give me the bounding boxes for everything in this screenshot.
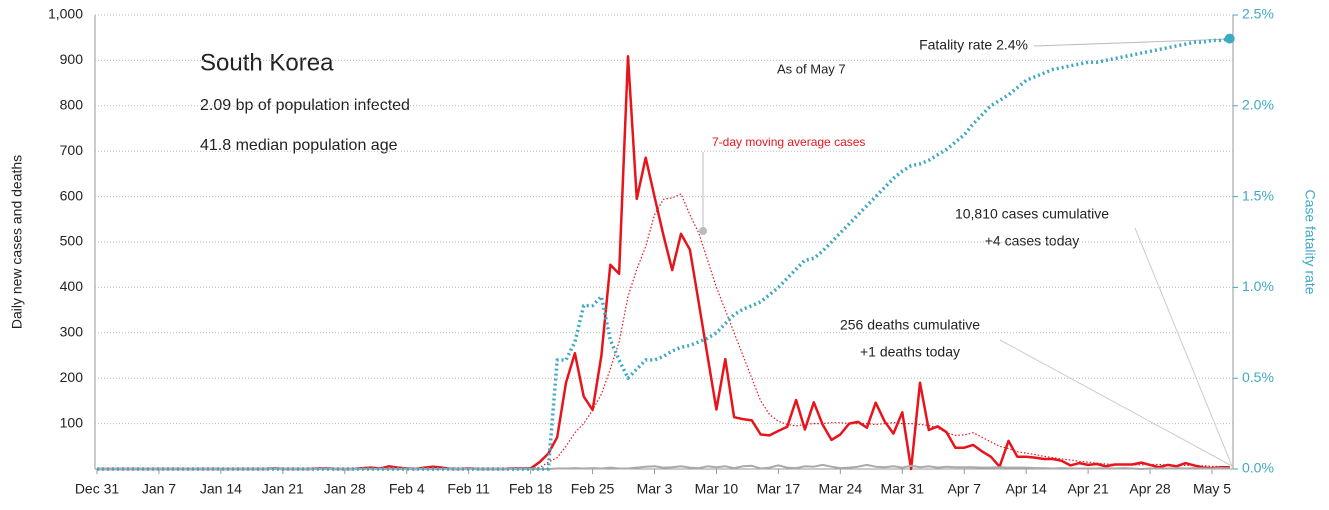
x-tick-label: Feb 11 bbox=[447, 481, 490, 497]
x-tick-label: Mar 3 bbox=[637, 481, 673, 497]
y-tick-label: 100 bbox=[60, 414, 84, 430]
note: 41.8 median population age bbox=[200, 137, 398, 154]
x-tick-label: May 5 bbox=[1193, 481, 1231, 497]
y2-tick-label: 2.0% bbox=[1242, 97, 1274, 113]
x-tick-label: Apr 28 bbox=[1129, 481, 1170, 497]
y2-tick-label: 0.5% bbox=[1242, 369, 1274, 385]
series-line bbox=[97, 55, 1230, 471]
series-line bbox=[97, 463, 1230, 470]
chart-title: South Korea bbox=[200, 49, 334, 76]
x-tick-label: Jan 28 bbox=[324, 481, 366, 497]
annotation: 256 deaths cumulative bbox=[840, 317, 980, 333]
x-tick-label: Jan 14 bbox=[200, 481, 242, 497]
y-tick-label: 400 bbox=[60, 278, 84, 294]
annotation: +1 deaths today bbox=[860, 344, 960, 360]
y-tick-label: 600 bbox=[60, 187, 84, 203]
x-tick-label: Dec 31 bbox=[75, 481, 120, 497]
y-axis-title: Daily new cases and deaths bbox=[9, 155, 25, 329]
x-tick-label: Jan 21 bbox=[262, 481, 304, 497]
y-tick-label: 300 bbox=[60, 324, 84, 340]
x-tick-label: Mar 10 bbox=[695, 481, 739, 497]
leader-line bbox=[1033, 38, 1233, 47]
y2-tick-label: 1.5% bbox=[1242, 187, 1274, 203]
annotation: Fatality rate 2.4% bbox=[919, 37, 1028, 53]
annotation: +4 cases today bbox=[985, 233, 1080, 249]
x-tick-label: Feb 18 bbox=[509, 481, 553, 497]
y-tick-label: 700 bbox=[60, 142, 84, 158]
x-tick-label: Feb 25 bbox=[571, 481, 615, 497]
leader-line bbox=[999, 339, 1233, 467]
end-dot bbox=[1224, 33, 1235, 44]
annotation: 10,810 cases cumulative bbox=[955, 206, 1109, 222]
y-tick-label: 1,000 bbox=[48, 6, 83, 22]
y2-tick-label: 1.0% bbox=[1242, 278, 1274, 294]
x-tick-label: Mar 24 bbox=[819, 481, 863, 497]
y-tick-label: 800 bbox=[60, 97, 84, 113]
x-tick-label: Apr 14 bbox=[1006, 481, 1047, 497]
y2-axis-title: Case fatality rate bbox=[1302, 189, 1318, 294]
y2-tick-label: 0.0% bbox=[1242, 460, 1274, 476]
leader-dot bbox=[699, 227, 707, 235]
leader-line bbox=[1134, 227, 1233, 467]
annotation: 7-day moving average cases bbox=[712, 135, 865, 149]
y-tick-label: 900 bbox=[60, 51, 84, 67]
subtitle: 2.09 bp of population infected bbox=[200, 97, 410, 114]
x-tick-label: Jan 7 bbox=[142, 481, 176, 497]
x-tick-label: Apr 7 bbox=[947, 481, 981, 497]
y2-tick-label: 2.5% bbox=[1242, 6, 1274, 22]
series-line bbox=[97, 193, 1230, 470]
x-tick-label: Feb 4 bbox=[389, 481, 425, 497]
y-tick-label: 500 bbox=[60, 233, 84, 249]
x-tick-label: Mar 17 bbox=[757, 481, 801, 497]
as-of: As of May 7 bbox=[777, 61, 846, 76]
y-tick-label: 200 bbox=[60, 369, 84, 385]
x-tick-label: Apr 21 bbox=[1067, 481, 1108, 497]
x-tick-label: Mar 31 bbox=[880, 481, 924, 497]
